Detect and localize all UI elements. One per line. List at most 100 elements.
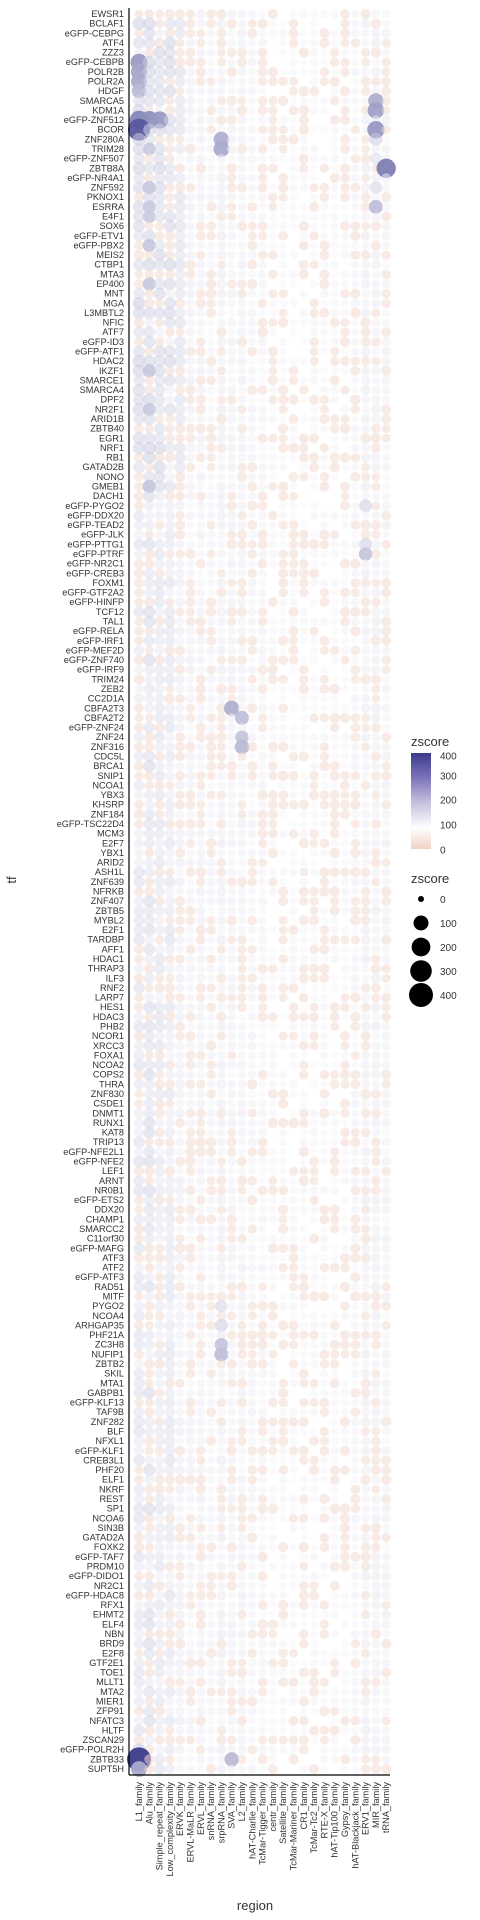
data-point	[165, 395, 175, 405]
data-point	[361, 645, 371, 655]
data-point	[175, 1369, 185, 1378]
data-point	[154, 1416, 165, 1427]
data-point	[258, 742, 267, 751]
y-tick-label: CDC5L	[94, 752, 124, 762]
data-point	[175, 1243, 186, 1254]
data-point	[206, 723, 216, 733]
data-point	[257, 298, 268, 308]
data-point	[196, 1205, 206, 1215]
data-point	[370, 433, 381, 444]
data-point	[350, 539, 360, 549]
data-point	[278, 520, 288, 530]
data-point	[227, 1253, 237, 1263]
y-tick-label: THRAP3	[88, 964, 124, 974]
data-point	[186, 925, 195, 935]
data-point	[175, 1185, 186, 1196]
data-point	[330, 86, 339, 96]
data-point	[216, 1224, 227, 1234]
data-point	[236, 47, 248, 58]
data-point	[216, 500, 227, 511]
data-point	[216, 655, 226, 665]
data-point	[382, 694, 391, 703]
data-point	[289, 164, 298, 173]
data-point	[236, 1493, 248, 1505]
data-point	[299, 1408, 308, 1417]
y-tick-label: HDAC2	[93, 356, 124, 366]
data-point	[174, 230, 186, 242]
data-point	[309, 1031, 319, 1041]
y-tick-label: POLR2B	[88, 67, 124, 77]
data-point	[268, 356, 278, 366]
data-point	[278, 549, 288, 559]
data-point	[163, 210, 176, 223]
data-point	[133, 1377, 145, 1389]
data-point	[227, 1658, 237, 1668]
data-point	[258, 212, 268, 221]
data-point	[143, 914, 155, 926]
data-point	[361, 491, 370, 501]
data-point	[154, 789, 166, 801]
data-point	[381, 1118, 391, 1128]
data-point	[175, 684, 185, 694]
data-point	[186, 1407, 195, 1417]
data-point	[186, 163, 195, 173]
data-point	[370, 722, 381, 733]
y-tick-label: SUPT5H	[88, 1764, 124, 1774]
data-point	[226, 1204, 237, 1215]
data-point	[310, 819, 319, 829]
data-point	[237, 1648, 247, 1658]
data-point	[288, 799, 299, 810]
data-point	[165, 973, 175, 983]
data-point	[289, 1600, 298, 1610]
data-point	[248, 1658, 257, 1668]
data-point	[278, 1339, 289, 1350]
data-point	[154, 1407, 165, 1418]
data-point	[237, 973, 247, 983]
data-point	[340, 1745, 350, 1754]
data-point	[382, 1311, 391, 1320]
data-point	[360, 577, 371, 588]
data-point	[258, 1263, 268, 1273]
data-point	[320, 1080, 329, 1089]
data-point	[144, 1754, 155, 1765]
data-point	[133, 568, 145, 579]
data-point	[206, 1456, 216, 1465]
data-point	[299, 1099, 308, 1108]
data-point	[206, 231, 216, 241]
data-point	[360, 1610, 371, 1620]
data-point	[381, 963, 391, 974]
data-point	[320, 328, 329, 337]
data-point	[247, 1301, 257, 1311]
data-point	[299, 1263, 308, 1272]
data-point	[237, 1446, 247, 1456]
data-point	[153, 306, 166, 319]
data-point	[298, 1108, 309, 1119]
data-point	[330, 202, 339, 211]
data-point	[133, 249, 145, 261]
data-point	[329, 1359, 340, 1369]
data-point	[175, 1465, 186, 1475]
y-tick-label: LARP7	[95, 993, 124, 1003]
data-point	[370, 1310, 381, 1321]
data-point	[371, 1513, 381, 1524]
data-point	[320, 1138, 329, 1147]
data-point	[185, 1204, 196, 1215]
data-point	[144, 1763, 155, 1775]
data-point	[237, 655, 247, 665]
data-point	[298, 1542, 309, 1553]
data-point	[226, 394, 237, 405]
data-point	[196, 1668, 206, 1677]
data-point	[164, 1735, 175, 1746]
data-point	[237, 404, 247, 415]
data-point	[154, 1243, 165, 1254]
data-point	[247, 318, 257, 328]
data-point	[268, 250, 278, 260]
data-point	[289, 1494, 298, 1504]
data-point	[134, 790, 144, 800]
data-point	[268, 828, 278, 839]
data-point	[319, 1070, 330, 1080]
data-point	[153, 480, 166, 493]
data-point	[381, 443, 391, 453]
data-point	[361, 29, 370, 38]
data-point	[186, 501, 195, 510]
